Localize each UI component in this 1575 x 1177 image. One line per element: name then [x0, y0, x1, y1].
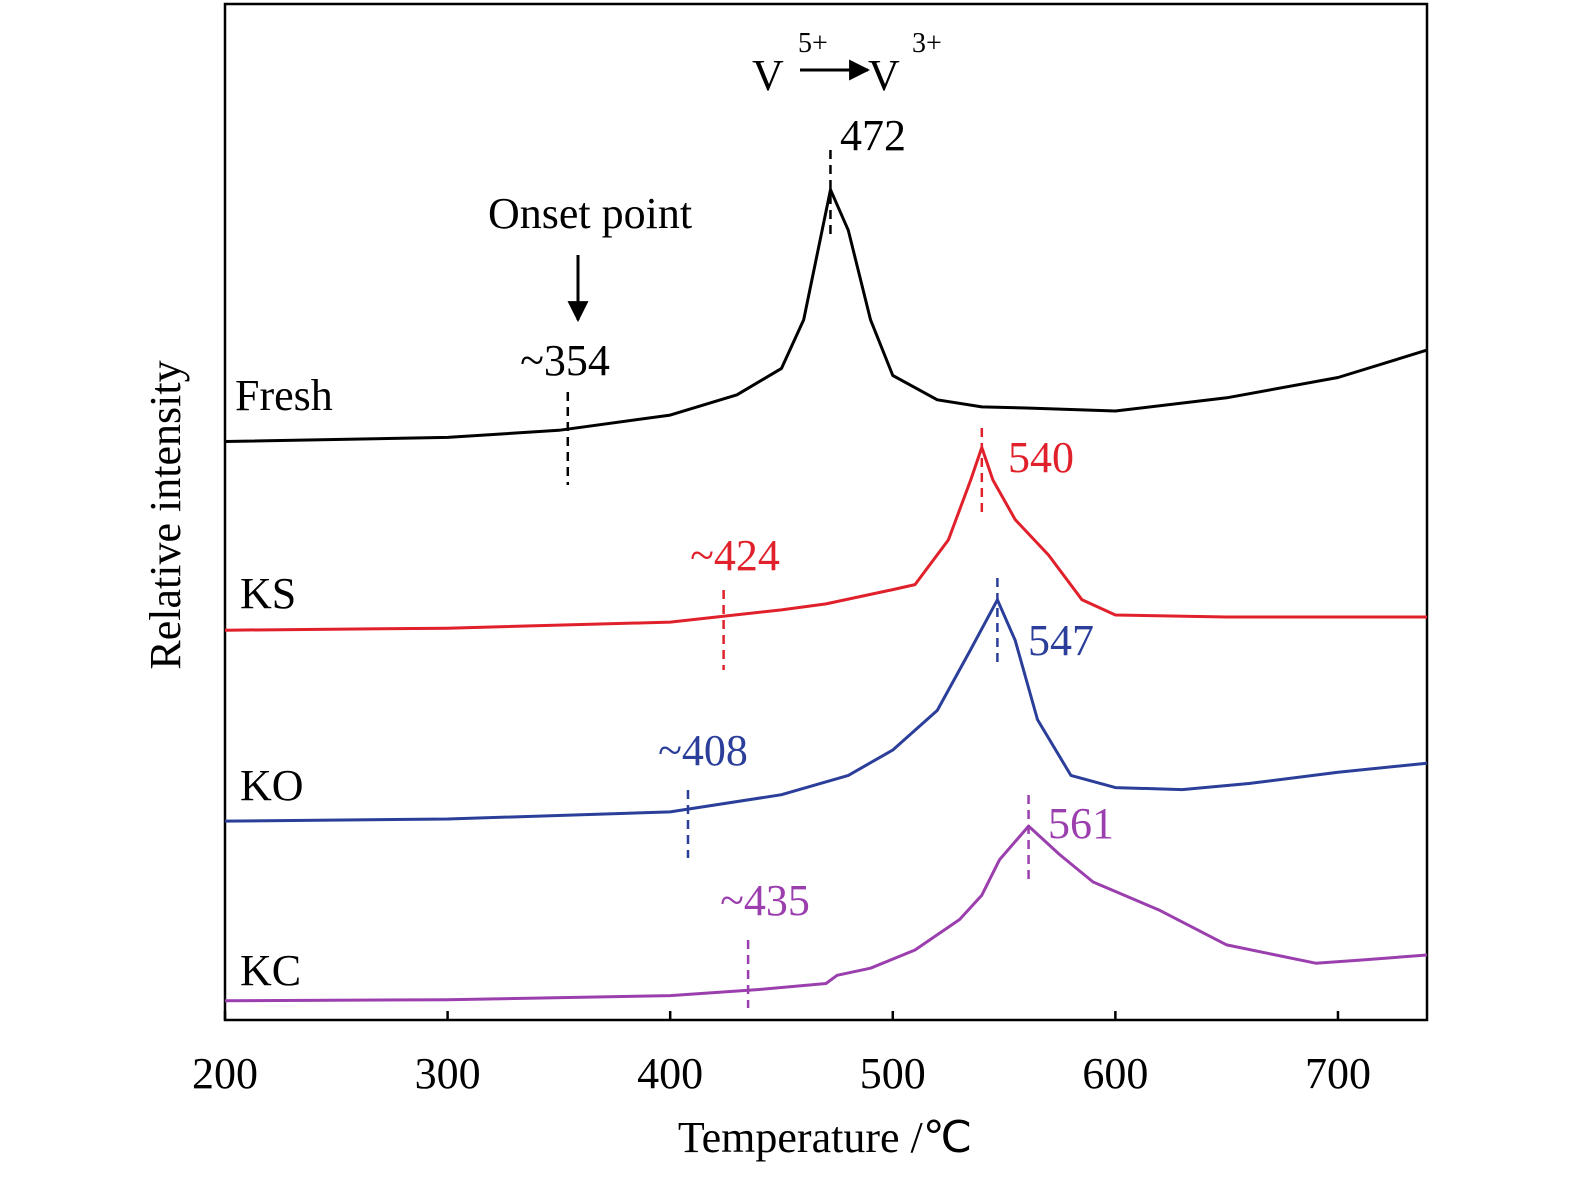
reaction-from: V — [752, 51, 784, 100]
plot-frame — [223, 2, 1429, 1022]
series-line — [224, 598, 1428, 823]
onset-label: ~424 — [690, 531, 780, 580]
x-tick-label: 300 — [415, 1049, 481, 1098]
series-label: KS — [240, 569, 296, 618]
series-line — [224, 446, 1427, 632]
series-label: KC — [240, 946, 301, 995]
onset-note: Onset point — [488, 189, 692, 238]
series-line — [224, 188, 1428, 443]
peak-label: 561 — [1048, 799, 1114, 848]
x-tick-label: 200 — [192, 1049, 258, 1098]
x-tick-label: 500 — [860, 1049, 926, 1098]
onset-label: ~435 — [720, 876, 810, 925]
series-label: Fresh — [235, 371, 333, 420]
y-axis-label: Relative intensity — [141, 360, 190, 669]
onset-label: ~408 — [658, 726, 748, 775]
x-tick-label: 600 — [1082, 1049, 1148, 1098]
peak-label: 547 — [1028, 616, 1094, 665]
reaction-to: V — [868, 51, 900, 100]
series-label: KO — [240, 761, 304, 810]
x-axis-label: Temperature /℃ — [678, 1113, 972, 1162]
x-tick-label: 400 — [637, 1049, 703, 1098]
peak-label: 540 — [1008, 433, 1074, 482]
onset-label: ~354 — [520, 336, 610, 385]
series-line — [224, 824, 1428, 1003]
peak-label: 472 — [840, 111, 906, 160]
reaction-to-charge: 3+ — [912, 28, 942, 59]
reaction-from-charge: 5+ — [798, 28, 828, 59]
x-tick-label: 700 — [1305, 1049, 1371, 1098]
